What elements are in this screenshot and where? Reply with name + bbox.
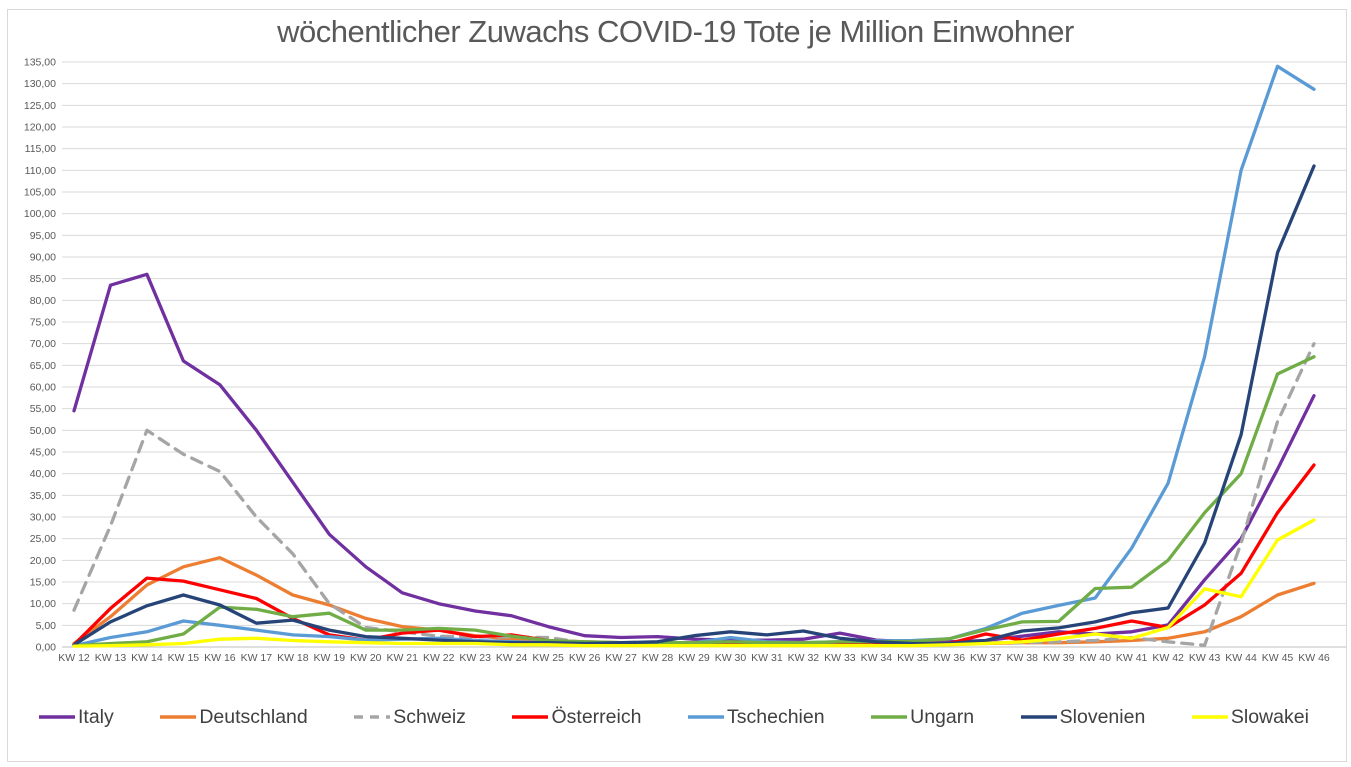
- legend-label: Italy: [78, 705, 114, 728]
- series-line-slowakei: [72, 518, 1316, 648]
- legend-label: Ungarn: [910, 705, 975, 728]
- x-tick-label: KW 35: [897, 652, 929, 664]
- y-tick-label: 130,00: [24, 78, 56, 90]
- legend-line-swatch: [871, 715, 908, 719]
- chart-title: wöchentlicher Zuwachs COVID-19 Tote je M…: [277, 14, 1074, 49]
- y-tick-label: 110,00: [25, 165, 56, 177]
- y-tick-label: 10,00: [30, 598, 56, 610]
- y-tick-label: 50,00: [30, 425, 56, 437]
- x-tick-label: KW 32: [788, 652, 820, 664]
- legend-line-swatch: [688, 715, 724, 719]
- x-tick-label: KW 41: [1116, 652, 1148, 664]
- x-tick-label: KW 34: [861, 652, 893, 664]
- x-tick-label: KW 36: [934, 652, 966, 664]
- y-tick-label: 80,00: [30, 295, 56, 307]
- x-tick-label: KW 46: [1298, 652, 1330, 664]
- y-tick-label: 125,00: [24, 100, 56, 112]
- legend-item-slowakei: Slowakei: [1191, 706, 1309, 729]
- x-tick-label: KW 30: [715, 652, 747, 664]
- y-tick-label: 135,00: [24, 57, 56, 69]
- legend-line-swatch: [512, 715, 549, 719]
- y-tick-label: 95,00: [30, 230, 56, 242]
- series-line-slovenien: [72, 164, 1316, 647]
- y-tick-label: 55,00: [30, 403, 56, 415]
- legend-item-österreich: Österreich: [511, 706, 641, 729]
- legend-line-swatch: [1191, 715, 1228, 719]
- x-tick-label: KW 18: [277, 652, 309, 664]
- series-line-ungarn: [72, 355, 1316, 648]
- x-tick-label: KW 14: [131, 652, 163, 664]
- x-tick-label: KW 40: [1079, 652, 1111, 664]
- y-tick-label: 40,00: [30, 468, 56, 480]
- x-tick-label: KW 45: [1262, 652, 1294, 664]
- series-line-tschechien: [72, 64, 1316, 648]
- y-tick-label: 75,00: [30, 317, 56, 329]
- x-tick-label: KW 15: [168, 652, 200, 664]
- line-chart-plot-area: 0,00 5,00 10,00 15,00 20,00 25,00 30,00 35,00 40…: [24, 57, 1346, 664]
- x-tick-label: KW 27: [605, 652, 637, 664]
- x-tick-label: KW 28: [642, 652, 674, 664]
- series-line-italy: [72, 272, 1316, 644]
- y-tick-label: 45,00: [30, 447, 56, 459]
- legend-line-swatch: [39, 715, 75, 719]
- y-tick-label: 115,00: [25, 143, 56, 155]
- x-tick-label: KW 17: [241, 652, 273, 664]
- x-tick-label: KW 25: [532, 652, 564, 664]
- y-tick-label: 65,00: [30, 360, 56, 372]
- x-tick-label: KW 44: [1225, 652, 1257, 664]
- chart-legend: Italy Deutschland Schweiz Österreich Tschech…: [38, 698, 1309, 736]
- x-tick-label: KW 19: [314, 652, 346, 664]
- legend-label: Schweiz: [393, 705, 466, 728]
- x-tick-label: KW 31: [751, 652, 783, 664]
- x-tick-label: KW 29: [678, 652, 710, 664]
- legend-label: Slovenien: [1059, 705, 1146, 728]
- legend-item-ungarn: Ungarn: [870, 706, 974, 729]
- x-tick-label: KW 37: [970, 652, 1002, 664]
- legend-label: Slowakei: [1230, 705, 1309, 728]
- y-tick-label: 90,00: [30, 252, 56, 264]
- y-tick-label: 0,00: [36, 642, 57, 654]
- y-tick-label: 60,00: [30, 382, 56, 394]
- x-tick-label: KW 33: [824, 652, 856, 664]
- y-tick-label: 105,00: [24, 187, 56, 199]
- legend-label: Deutschland: [199, 705, 308, 728]
- x-tick-label: KW 38: [1006, 652, 1038, 664]
- y-tick-label: 120,00: [24, 122, 56, 134]
- x-tick-label: KW 13: [95, 652, 127, 664]
- x-tick-label: KW 20: [350, 652, 382, 664]
- y-tick-label: 100,00: [24, 208, 56, 220]
- x-tick-label: KW 26: [569, 652, 601, 664]
- y-tick-label: 20,00: [30, 555, 56, 567]
- y-tick-label: 70,00: [30, 338, 56, 350]
- x-tick-label: KW 24: [496, 652, 528, 664]
- legend-item-deutschland: Deutschland: [159, 705, 308, 729]
- y-tick-label: 25,00: [30, 533, 56, 545]
- y-tick-label: 15,00: [30, 577, 56, 589]
- legend-item-italy: Italy: [38, 706, 114, 729]
- legend-line-swatch: [160, 715, 197, 719]
- legend-label: Österreich: [551, 705, 642, 728]
- y-tick-label: 5,00: [36, 620, 57, 632]
- x-tick-label: KW 21: [386, 652, 418, 664]
- legend-label: Tschechien: [727, 705, 825, 728]
- x-tick-label: KW 22: [423, 652, 455, 664]
- y-tick-label: 35,00: [30, 490, 56, 502]
- x-tick-label: KW 23: [459, 652, 491, 664]
- y-tick-label: 30,00: [30, 512, 56, 524]
- legend-line-swatch: [354, 715, 391, 719]
- y-tick-label: 85,00: [30, 273, 56, 285]
- x-tick-label: KW 43: [1189, 652, 1221, 664]
- x-tick-label: KW 16: [204, 652, 236, 664]
- legend-item-schweiz: Schweiz: [353, 706, 466, 729]
- legend-item-tschechien: Tschechien: [687, 706, 825, 729]
- x-tick-label: KW 12: [58, 652, 90, 664]
- legend-line-swatch: [1020, 715, 1057, 719]
- x-tick-label: KW 42: [1152, 652, 1184, 664]
- x-tick-label: KW 39: [1043, 652, 1075, 664]
- legend-item-slovenien: Slovenien: [1020, 705, 1146, 729]
